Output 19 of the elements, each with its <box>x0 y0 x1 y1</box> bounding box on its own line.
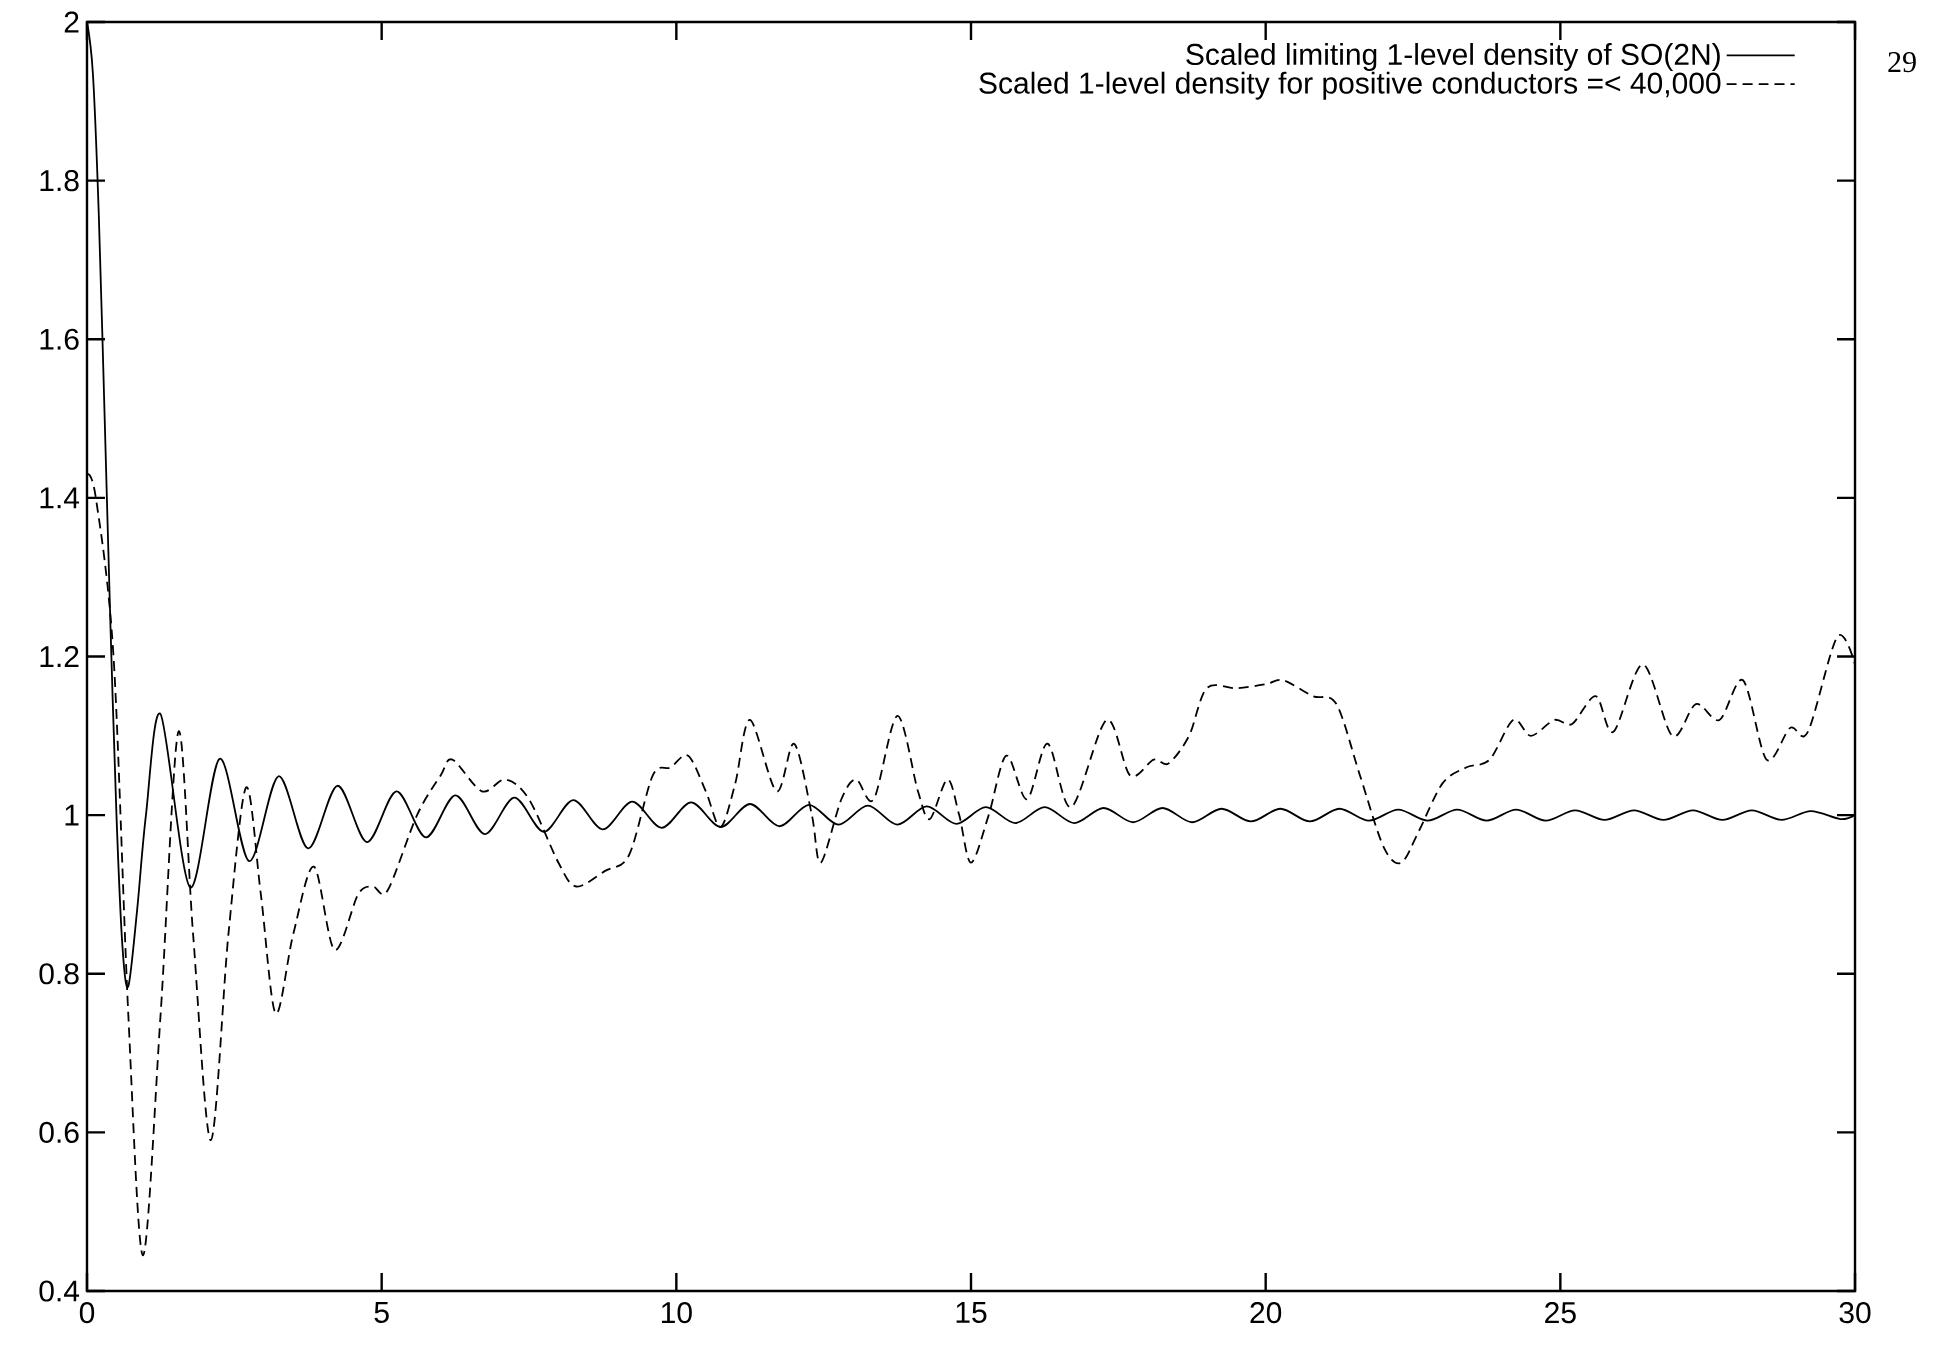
y-tick-label: 1.4 <box>40 487 80 509</box>
y-tick-label: 0.4 <box>39 1280 80 1302</box>
y-tick-label: 1.2 <box>40 646 79 667</box>
legend-label: Scaled limiting 1-level density of SO(2N) <box>1186 43 1720 71</box>
y-tick-label: 1 <box>65 804 79 826</box>
x-tick-label: 5 <box>374 1302 389 1323</box>
y-tick-label: 0.8 <box>39 963 79 985</box>
x-tick-label: 0 <box>79 1302 95 1324</box>
x-tick-label: 30 <box>1839 1302 1871 1324</box>
x-tick-label: 25 <box>1545 1302 1576 1324</box>
x-tick-label: 10 <box>661 1302 692 1324</box>
legend-label: Scaled 1-level density for positive conductors =< 40,000 <box>979 71 1721 100</box>
x-tick-label: 20 <box>1250 1302 1282 1324</box>
x-tick-label: 15 <box>956 1302 987 1323</box>
y-tick-label: 2 <box>64 11 79 33</box>
y-tick-label: 0.6 <box>39 1121 79 1143</box>
y-tick-label: 1.8 <box>40 170 79 192</box>
y-tick-label: 1.6 <box>40 328 79 350</box>
text: 29 <box>1888 52 1916 73</box>
